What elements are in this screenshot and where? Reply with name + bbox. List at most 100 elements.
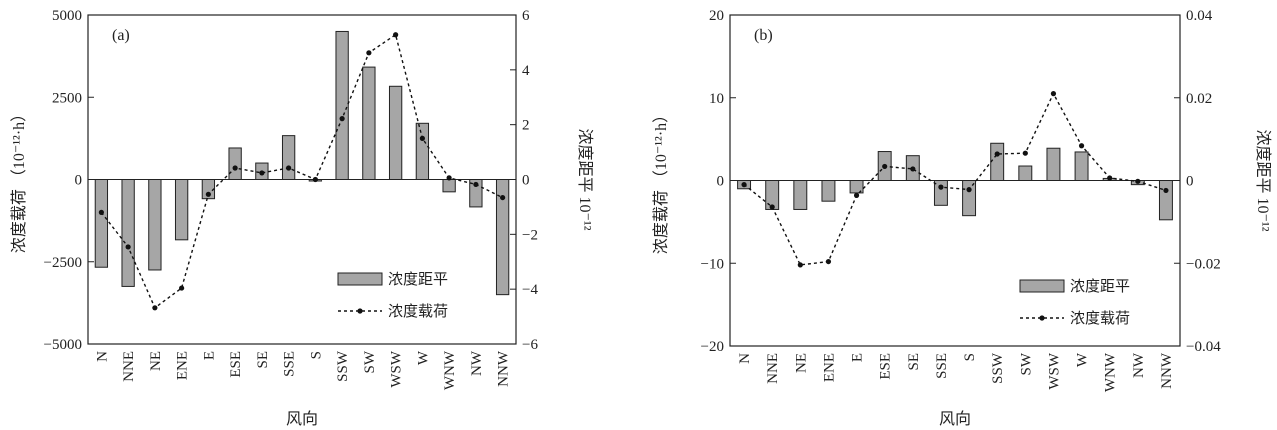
category-label: SSW	[990, 352, 1006, 384]
left-tick-label: −5000	[44, 337, 82, 353]
right-tick-label: −6	[522, 337, 538, 353]
line-point-W	[419, 135, 425, 141]
chart-panel-2: 20 10 0 −10 −20 0.04 0.02 0 −0.02 −0.04 N NNE NE ENE E…	[652, 8, 1272, 428]
line-point-SSW	[994, 151, 1000, 157]
line-point-NNW	[500, 194, 506, 201]
bar-S	[962, 180, 977, 217]
bar-SSW	[335, 30, 349, 181]
line-point-ESE	[882, 163, 888, 170]
y-axis-right-label: 浓度距平 10⁻¹²	[1254, 129, 1272, 231]
right-tick-label: −4	[522, 282, 538, 298]
category-label: NE	[793, 353, 809, 373]
legend-label-bar: 浓度距平	[1070, 278, 1130, 295]
line-point-E	[853, 192, 860, 198]
category-label: W	[415, 350, 431, 365]
line-point-NW	[1135, 178, 1141, 184]
category-label: N	[94, 351, 110, 362]
right-tick-label: −0.02	[1186, 256, 1221, 272]
left-tick-label: 0	[717, 174, 725, 190]
line-point-SE	[259, 170, 265, 176]
left-tick-label: 2500	[52, 90, 82, 106]
category-label: WSW	[1046, 352, 1062, 390]
category-label: WNW	[1103, 352, 1119, 392]
line-point-ENE	[179, 285, 185, 291]
line-point-NW	[473, 181, 479, 188]
right-tick-label: −0.04	[1186, 339, 1221, 355]
category-label: SSE	[934, 353, 950, 379]
line-point-WNW	[1107, 175, 1113, 181]
left-tick-label: −20	[701, 339, 724, 355]
line-point-WSW	[1050, 91, 1057, 97]
bar-WNW	[442, 179, 456, 193]
category-label: SSE	[282, 351, 298, 377]
right-tick-label: 0.04	[1186, 8, 1213, 24]
line-point-N	[98, 209, 104, 215]
line-point-NNW	[1163, 187, 1169, 194]
category-label: WSW	[389, 350, 405, 388]
bar-SSE	[281, 135, 296, 180]
category-label: S	[308, 351, 324, 359]
line-point-WSW	[393, 32, 399, 38]
legend-line-marker	[357, 308, 363, 314]
line-point-SSW	[339, 116, 345, 122]
legend-line-marker	[1039, 315, 1045, 321]
panel-label: (b)	[754, 27, 773, 44]
category-label: WNW	[442, 350, 458, 390]
category-label: E	[850, 353, 866, 362]
line-point-WNW	[446, 175, 452, 181]
bar-NE	[148, 179, 162, 271]
category-label: NW	[1131, 352, 1147, 378]
line-point-NNE	[769, 204, 775, 210]
left-tick-label: −10	[701, 256, 724, 272]
line-point-SSE	[286, 165, 292, 171]
line-point-E	[205, 191, 211, 197]
category-label: SSW	[335, 350, 351, 382]
line-point-NNE	[125, 244, 131, 250]
line-point-NE	[152, 305, 158, 311]
line-point-SW	[1022, 150, 1028, 156]
line-point-SSE	[938, 184, 944, 190]
legend-label-bar: 浓度距平	[388, 271, 448, 288]
right-tick-label: 0.02	[1186, 91, 1212, 107]
line-point-W	[1078, 143, 1085, 149]
category-label: NW	[469, 350, 485, 376]
category-label: SW	[362, 350, 378, 373]
right-tick-label: −2	[522, 227, 538, 243]
right-tick-label: 0	[1186, 174, 1194, 190]
y-axis-left-label: 浓度载荷 （10⁻¹²·h）	[10, 106, 28, 253]
chart-panel-1: 5000 2500 0 −2500 −5000 6 4 2 0 −2 −4 −6 N NNE NE ENE E E…	[10, 8, 594, 428]
legend-label-line: 浓度载荷	[1070, 310, 1130, 327]
line-point-ESE	[232, 165, 238, 171]
legend-bar-swatch	[337, 272, 383, 286]
legend-label-line: 浓度载荷	[388, 303, 448, 320]
left-tick-label: 0	[75, 173, 83, 189]
left-tick-label: 20	[709, 8, 724, 24]
line-point-S	[312, 176, 318, 183]
category-label: NNW	[496, 350, 512, 387]
category-label: ENE	[175, 351, 191, 380]
line-point-N	[741, 182, 747, 188]
x-axis-label: 风向	[939, 410, 971, 428]
bar-NNW	[495, 179, 510, 296]
left-tick-label: 5000	[52, 8, 82, 24]
bar-SSW	[990, 142, 1005, 181]
bar-NE	[793, 180, 808, 210]
category-label: SW	[1018, 352, 1034, 375]
category-label: W	[1075, 352, 1091, 367]
bar-ESE	[228, 147, 242, 181]
y-axis-right-label: 浓度距平 10⁻¹²	[576, 128, 594, 230]
x-axis-label: 风向	[286, 410, 318, 428]
category-label: NNE	[121, 351, 137, 382]
line-point-ENE	[825, 258, 832, 265]
category-label: ESE	[228, 351, 244, 378]
bar-N	[94, 179, 109, 268]
right-tick-label: 0	[522, 173, 530, 189]
bar-SW	[1018, 165, 1033, 182]
series-line-浓度载荷	[743, 92, 1167, 266]
bar-ENE	[821, 180, 836, 202]
category-label: N	[737, 353, 753, 364]
bar-W	[415, 122, 430, 180]
category-label: NNE	[765, 353, 781, 384]
series-line-浓度载荷	[100, 33, 503, 309]
